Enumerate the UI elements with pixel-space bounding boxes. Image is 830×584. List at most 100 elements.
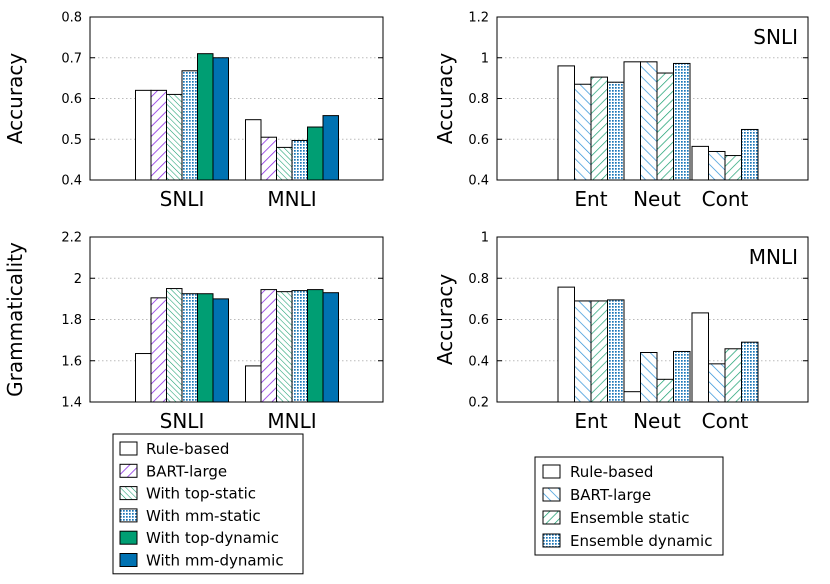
bar-with-top-dynamic-mnli xyxy=(307,289,324,403)
bar-with-top-static-mnli xyxy=(276,146,293,181)
bar-bart-large-mnli xyxy=(260,136,277,181)
bar-with-top-static-mnli xyxy=(276,291,293,403)
y-tick-label: 0.5 xyxy=(61,133,82,148)
y-tick-label: 1 xyxy=(481,231,489,246)
y-tick-label: 2.2 xyxy=(61,231,82,246)
x-tick-label-cont: Cont xyxy=(702,409,749,433)
y-tick-label: 1.6 xyxy=(61,354,82,369)
bar-ensemble-static-cont xyxy=(724,348,742,403)
y-tick-label: 0.6 xyxy=(468,133,489,148)
legend-swatch-with-mm-dynamic xyxy=(119,553,138,567)
legend-right: Rule-based BART-large Ensemble static Ensem… xyxy=(534,456,724,556)
bar-bart-large-cont xyxy=(708,363,726,403)
bar-bart-large-neut xyxy=(640,61,658,181)
legend-label-rule-based: Rule-based xyxy=(146,440,229,458)
y-tick-label: 0.6 xyxy=(61,92,82,107)
bar-rule-based-snli xyxy=(135,89,152,181)
bar-with-top-dynamic-snli xyxy=(197,293,214,403)
bar-ensemble-static-neut xyxy=(656,378,674,403)
legend-label-ensemble-dynamic: Ensemble dynamic xyxy=(570,532,712,550)
y-tick-label: 0.6 xyxy=(468,313,489,328)
bar-bart-large-mnli xyxy=(260,289,277,403)
bar-ensemble-dynamic-ent xyxy=(607,299,625,403)
bar-rule-based-ent xyxy=(557,65,575,181)
bar-rule-based-neut xyxy=(623,61,641,181)
y-tick-label: 0.4 xyxy=(468,354,489,369)
chart-top-left: 0.4 0.5 0.6 0.7 0.8 SNLI MNLI Accuracy xyxy=(3,11,384,211)
y-tick-label: 2 xyxy=(74,272,82,287)
legend-swatch-ensemble-static xyxy=(542,510,561,525)
x-tick-label-neut: Neut xyxy=(633,409,681,433)
bar-with-mm-dynamic-mnli xyxy=(322,292,339,403)
bar-rule-based-cont xyxy=(691,312,709,403)
legend-label-ensemble-static: Ensemble static xyxy=(570,509,690,527)
x-tick-label-ent: Ent xyxy=(574,187,607,211)
legend-swatch-bart-large xyxy=(119,463,138,478)
y-tick-label: 1.4 xyxy=(61,396,82,411)
y-tick-label: 0.4 xyxy=(468,174,489,189)
legend-swatch-bart-large xyxy=(542,487,561,502)
legend-swatch-rule-based xyxy=(119,441,138,456)
legend-label-bart-large: BART-large xyxy=(146,462,227,480)
y-tick-label: 0.8 xyxy=(61,11,82,26)
bar-with-mm-static-snli xyxy=(181,70,198,181)
bar-rule-based-mnli xyxy=(245,365,262,403)
bar-ensemble-static-ent xyxy=(590,300,608,403)
legend-swatch-with-mm-static xyxy=(119,508,138,523)
y-tick-label: 0.4 xyxy=(61,174,82,189)
x-tick-label-neut: Neut xyxy=(633,187,681,211)
bar-rule-based-ent xyxy=(557,286,575,403)
legend-swatch-with-top-dynamic xyxy=(119,530,138,545)
chart-bottom-left: 1.4 1.6 1.8 2 2.2 SNLI MNLI Grammaticality xyxy=(3,231,384,433)
bar-ensemble-dynamic-cont xyxy=(741,128,759,181)
chart-title: SNLI xyxy=(753,25,798,49)
bar-rule-based-snli xyxy=(135,353,152,403)
y-tick-label: 0.8 xyxy=(468,272,489,287)
bar-ensemble-static-ent xyxy=(590,76,608,181)
bar-bart-large-neut xyxy=(640,352,658,403)
x-tick-label-cont: Cont xyxy=(702,187,749,211)
bar-bart-large-snli xyxy=(150,297,167,403)
legend-swatch-rule-based xyxy=(542,464,561,479)
legend-label-with-mm-static: With mm-static xyxy=(146,507,261,525)
bar-rule-based-cont xyxy=(691,145,709,181)
bar-with-top-dynamic-mnli xyxy=(307,126,324,181)
bar-ensemble-dynamic-neut xyxy=(673,350,691,403)
chart-title: MNLI xyxy=(749,245,798,269)
legend-label-with-mm-dynamic: With mm-dynamic xyxy=(146,552,284,570)
x-tick-label-snli: SNLI xyxy=(160,187,205,211)
y-axis-label: Accuracy xyxy=(433,53,457,144)
plot-frame xyxy=(89,16,384,181)
bar-ensemble-dynamic-ent xyxy=(607,81,625,181)
chart-top-right: 0.4 0.6 0.8 1 1.2 Ent Neut Cont Accuracy SNLI xyxy=(433,11,809,211)
plot-frame xyxy=(496,16,809,181)
bar-with-mm-static-snli xyxy=(181,293,198,403)
plot-frame xyxy=(496,236,809,403)
y-tick-label: 0.2 xyxy=(468,396,489,411)
legend-swatch-with-top-static xyxy=(119,486,138,501)
bar-with-top-static-snli xyxy=(166,93,183,181)
bar-with-top-static-snli xyxy=(166,288,183,403)
x-tick-label-ent: Ent xyxy=(574,409,607,433)
y-tick-label: 0.7 xyxy=(61,51,82,66)
x-tick-label-mnli: MNLI xyxy=(267,409,316,433)
bar-ensemble-dynamic-cont xyxy=(741,341,759,403)
y-tick-label: 1.8 xyxy=(61,313,82,328)
legend-left: Rule-based BART-large With top-static With … xyxy=(112,433,304,575)
x-tick-label-snli: SNLI xyxy=(160,409,205,433)
bar-with-mm-static-mnli xyxy=(291,139,308,181)
bar-bart-large-ent xyxy=(574,83,592,181)
bar-bart-large-ent xyxy=(574,300,592,403)
chart-bottom-right: 0.2 0.4 0.6 0.8 1 Ent Neut Cont Accuracy MNLI xyxy=(433,231,809,433)
bar-rule-based-mnli xyxy=(245,119,262,181)
legend-label-rule-based: Rule-based xyxy=(570,463,653,481)
bar-rule-based-neut xyxy=(623,391,641,403)
bar-with-mm-dynamic-snli xyxy=(212,57,229,181)
x-tick-label-mnli: MNLI xyxy=(267,187,316,211)
legend-swatch-ensemble-dynamic xyxy=(542,533,561,548)
bar-ensemble-dynamic-neut xyxy=(673,62,691,181)
y-axis-label: Grammaticality xyxy=(3,242,27,397)
bar-bart-large-snli xyxy=(150,89,167,181)
legend-frame xyxy=(534,456,724,556)
bar-ensemble-static-cont xyxy=(724,155,742,181)
